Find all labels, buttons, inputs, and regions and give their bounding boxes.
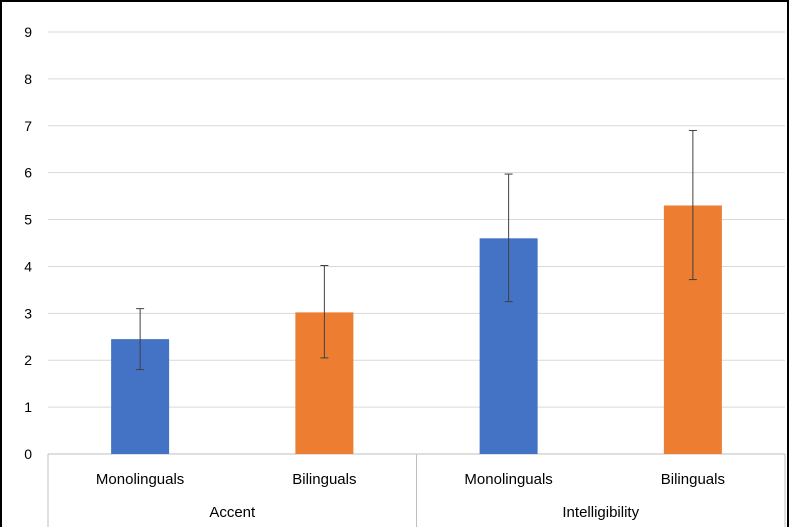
y-tick-label: 9 <box>24 24 32 40</box>
y-tick-label: 8 <box>24 71 32 87</box>
y-tick-label: 5 <box>24 212 32 228</box>
x-category-label: Monolinguals <box>464 471 552 488</box>
x-group-label: Intelligibility <box>562 504 639 521</box>
y-tick-label: 2 <box>24 352 32 368</box>
x-category-label: Monolinguals <box>96 471 184 488</box>
y-tick-label: 4 <box>24 258 32 274</box>
y-tick-label: 7 <box>24 118 32 134</box>
y-tick-label: 0 <box>24 446 32 462</box>
x-category-label: Bilinguals <box>661 471 725 488</box>
y-tick-label: 3 <box>24 305 32 321</box>
x-group-label: Accent <box>209 504 256 521</box>
x-category-label: Bilinguals <box>292 471 356 488</box>
y-tick-label: 1 <box>24 399 32 415</box>
y-tick-label: 6 <box>24 165 32 181</box>
